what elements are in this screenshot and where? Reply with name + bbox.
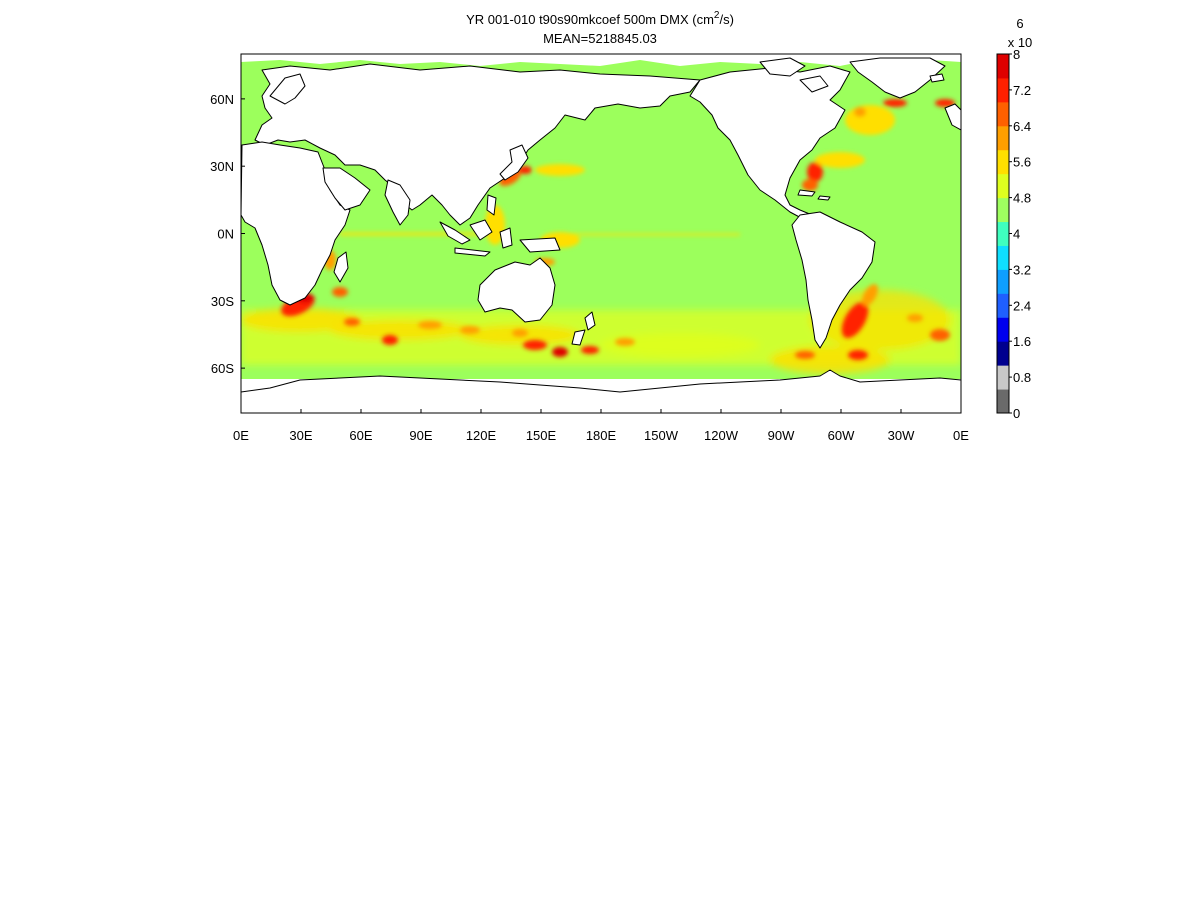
- colorbar-swatch: [997, 197, 1009, 223]
- colorbar-swatch: [997, 317, 1009, 342]
- colorbar-label: 1.6: [1013, 334, 1031, 349]
- y-axis: 60N 30N 0N 30S 60S: [210, 92, 245, 376]
- map-subtitle-mean: MEAN=5218845.03: [543, 31, 657, 46]
- map-plot-area: 0E 30E 60E 90E 120E 150E 180E 150W 120W 90W 60W 30W…: [210, 53, 969, 443]
- colorbar-swatch: [997, 149, 1009, 175]
- map-title: YR 001-010 t90s90mkcoef 500m DMX (cm2/s): [466, 10, 734, 27]
- colorbar-label: 3.2: [1013, 262, 1031, 277]
- colorbar-swatch: [997, 54, 1009, 79]
- x-tick-label: 60W: [828, 428, 855, 443]
- x-tick-label: 120W: [704, 428, 739, 443]
- x-tick-label: 0E: [233, 428, 249, 443]
- colorbar-swatch: [997, 245, 1009, 270]
- colorbar-label: 6.4: [1013, 119, 1031, 134]
- y-tick-label: 30N: [210, 159, 234, 174]
- x-tick-label: 0E: [953, 428, 969, 443]
- colorbar-swatch: [997, 125, 1009, 151]
- colorbar-label: 8: [1013, 47, 1020, 62]
- colorbar-swatch: [997, 389, 1009, 414]
- colorbar-swatch: [997, 221, 1009, 246]
- x-tick-label: 30W: [888, 428, 915, 443]
- x-tick-label: 60E: [349, 428, 372, 443]
- x-tick-label: 30E: [289, 428, 312, 443]
- colorbar-swatch: [997, 173, 1009, 199]
- colorbar-label: 4: [1013, 227, 1020, 242]
- colorbar-swatch: [997, 365, 1009, 390]
- y-tick-label: 60S: [211, 361, 234, 376]
- y-tick-label: 30S: [211, 294, 234, 309]
- colorbar-label: 5.6: [1013, 155, 1031, 170]
- x-axis: 0E 30E 60E 90E 120E 150E 180E 150W 120W 90W 60W 30W…: [233, 409, 969, 443]
- colorbar-label: 4.8: [1013, 191, 1031, 206]
- x-tick-label: 180E: [586, 428, 617, 443]
- colorbar-label: 7.2: [1013, 83, 1031, 98]
- colorbar-swatch: [997, 77, 1009, 103]
- colorbar-label: 2.4: [1013, 298, 1031, 313]
- x-tick-label: 90E: [409, 428, 432, 443]
- colorbar-exponent: 6: [1016, 16, 1023, 31]
- x-tick-label: 90W: [768, 428, 795, 443]
- colorbar-swatch: [997, 341, 1009, 366]
- colorbar-label: 0: [1013, 406, 1020, 421]
- land-masses: [241, 54, 961, 413]
- x-tick-label: 150E: [526, 428, 557, 443]
- colorbar-label: 0.8: [1013, 370, 1031, 385]
- colorbar: 6 x 10 8 7.2 6.4 5.6 4.8 4 3.2 2.4 1.6 0.8 0: [996, 16, 1033, 421]
- colorbar-multiplier: x 10: [1008, 35, 1033, 50]
- colorbar-swatch: [997, 269, 1009, 294]
- colorbar-swatch: [997, 293, 1009, 318]
- y-tick-label: 60N: [210, 92, 234, 107]
- colorbar-swatch: [997, 101, 1009, 127]
- x-tick-label: 120E: [466, 428, 497, 443]
- y-tick-label: 0N: [217, 227, 234, 242]
- x-tick-label: 150W: [644, 428, 679, 443]
